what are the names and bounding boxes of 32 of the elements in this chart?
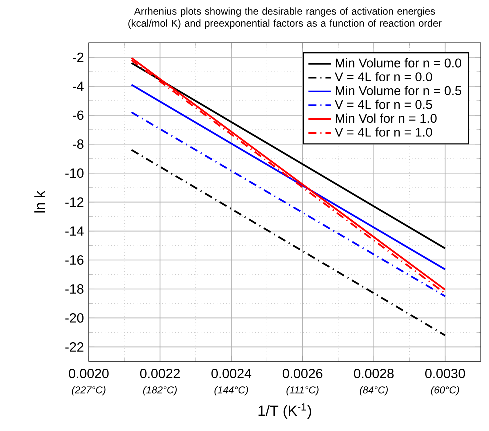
x-tick-label: 0.0030 — [425, 369, 466, 378]
text: (182°C) — [143, 386, 177, 396]
x-axis-title: 1/T (K$^{-1}$) — [258, 404, 312, 420]
text: (60°C) — [431, 386, 460, 396]
legend-label: Min Volume for n = 0.5 — [336, 86, 462, 96]
legend-label: Min Volume for n = 0.0 — [336, 58, 462, 68]
x-tick-label: 0.0024 — [212, 369, 252, 378]
text: (111°C) — [286, 386, 319, 396]
x-tick-label: 0.0020 — [69, 369, 109, 378]
y-tick-label: -8 — [73, 140, 84, 150]
legend-label: V = 4L for n = 1.0 — [335, 128, 432, 137]
y-tick-label: -4 — [73, 82, 84, 92]
y-tick-label: -12 — [66, 198, 84, 207]
x-tick-label: 0.0026 — [282, 369, 323, 378]
chart-title: Arrhenius plots showing the desirable ranges of activation energies (kcal/mol K) and preexponential factors as a function of reaction order — [128, 8, 442, 29]
y-tick-label: -10 — [66, 168, 84, 178]
y-axis-title: ln k — [34, 190, 46, 213]
text: (144°C) — [214, 386, 248, 396]
x-tick-label: 0.0022 — [140, 369, 180, 378]
legend-label: V = 4L for n = 0.5 — [335, 100, 432, 110]
legend-label: Min Vol for n = 1.0 — [336, 114, 437, 124]
y-tick-label: -14 — [66, 226, 84, 236]
y-tick-label: -2 — [73, 52, 84, 62]
x-tick-label: 0.0028 — [354, 369, 394, 378]
y-tick-label: -6 — [73, 110, 84, 120]
y-tick-label: -18 — [66, 284, 84, 294]
text: (84°C) — [360, 386, 388, 396]
y-tick-label: -16 — [66, 256, 84, 265]
text: (227°C) — [72, 386, 106, 396]
y-tick-label: -20 — [66, 313, 84, 323]
y-tick-label: -22 — [66, 342, 84, 352]
legend-label: V = 4L for n = 0.0 — [335, 72, 432, 82]
